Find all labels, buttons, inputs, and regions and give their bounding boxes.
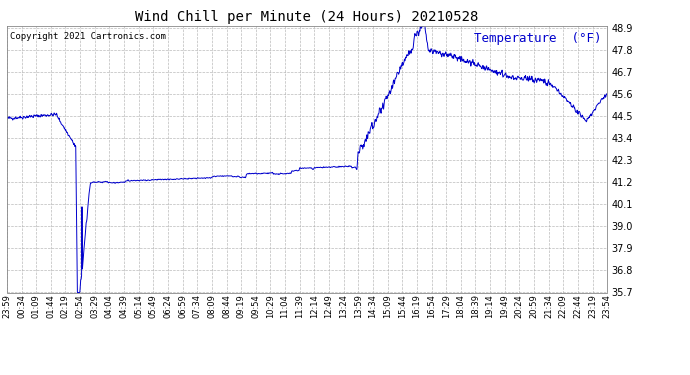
Text: Copyright 2021 Cartronics.com: Copyright 2021 Cartronics.com bbox=[10, 32, 166, 40]
Text: Temperature  (°F): Temperature (°F) bbox=[474, 32, 601, 45]
Title: Wind Chill per Minute (24 Hours) 20210528: Wind Chill per Minute (24 Hours) 2021052… bbox=[135, 10, 479, 24]
